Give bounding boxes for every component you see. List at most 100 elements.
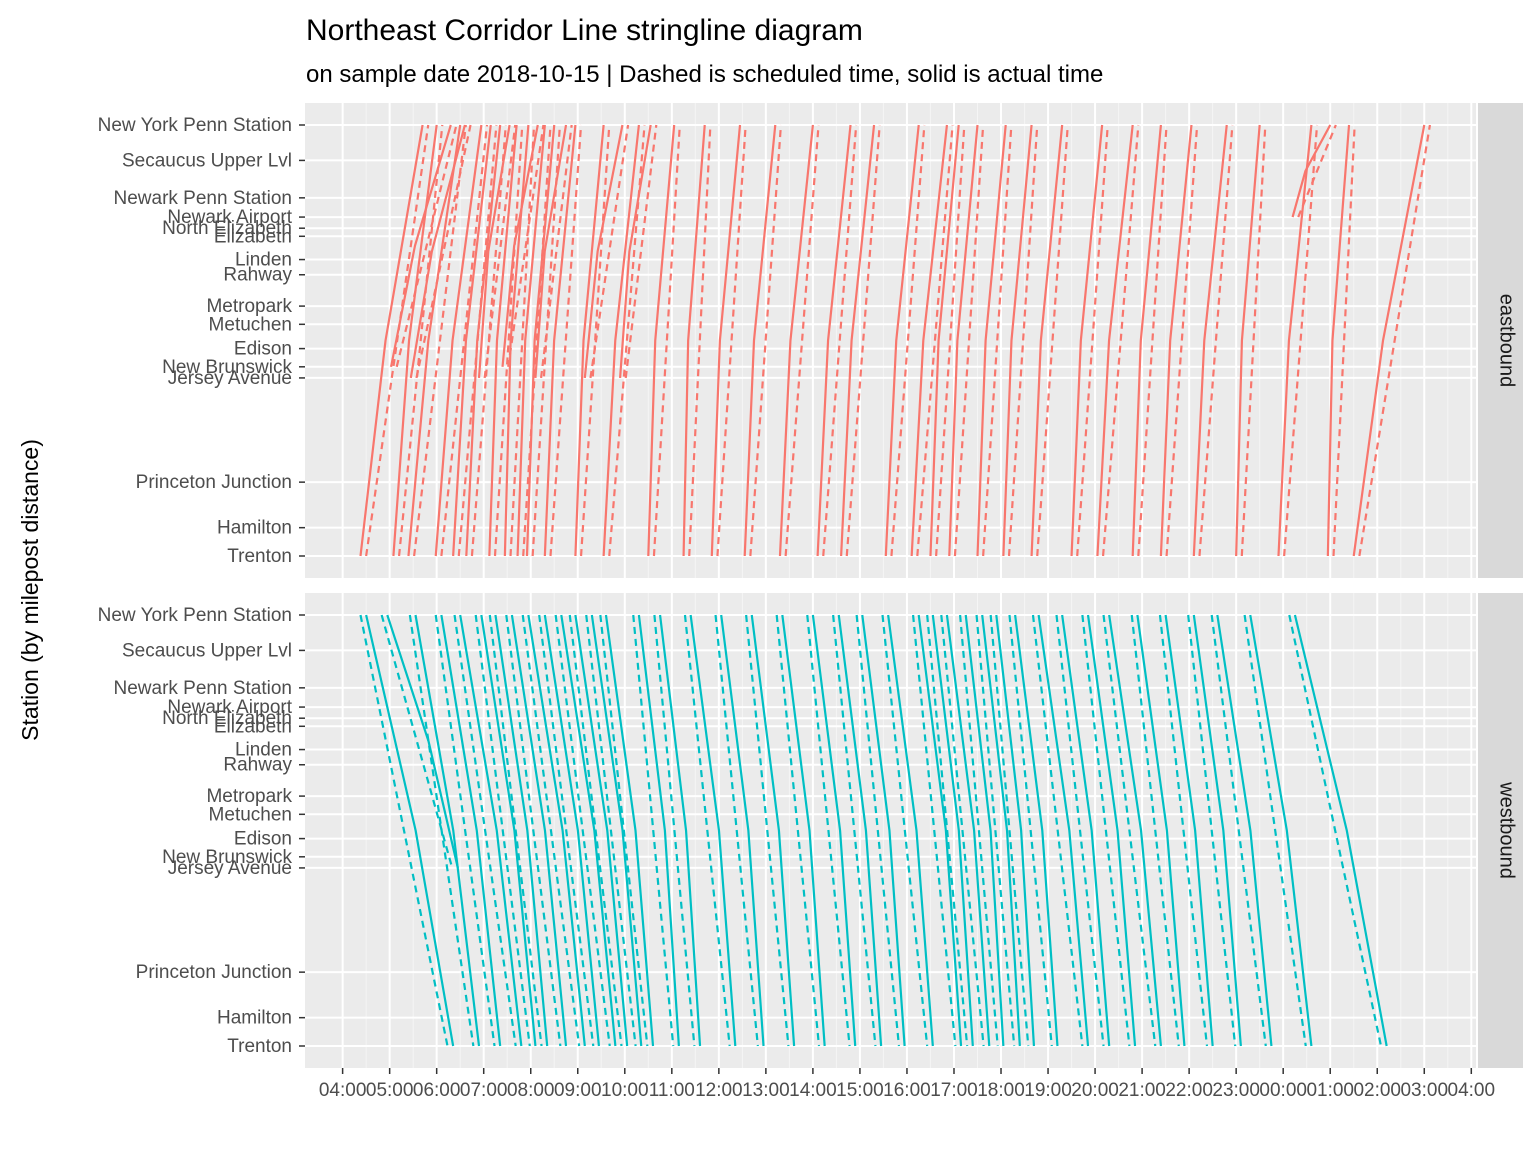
x-tick-label: 05:00 [366,1080,414,1101]
actual-trip-line [964,614,1005,1047]
actual-trip-line [1249,614,1313,1047]
actual-trip-line [948,124,979,557]
scheduled-trip-line [959,614,999,1047]
actual-trip-line [516,124,546,557]
station-label: Metropark [206,296,292,317]
scheduled-trip-line [784,124,820,557]
scheduled-trip-line [890,124,926,557]
scheduled-trip-line [1031,614,1084,1047]
scheduled-trip-line [359,614,449,1047]
actual-trip-line [710,124,742,557]
actual-trip-line [1216,614,1273,1047]
scheduled-trip-line [413,124,467,557]
chart-title: Northeast Corridor Line stringline diagr… [306,14,863,47]
scheduled-trip-line [440,124,489,557]
scheduled-trip-line [538,614,595,1047]
actual-trip-line [861,614,906,1047]
scheduled-trip-line [585,614,637,1047]
actual-trip-line [931,614,974,1047]
actual-trip-line [560,614,617,1047]
actual-trip-line [440,614,502,1047]
x-tick-label: 20:00 [1071,1080,1119,1101]
actual-trip-line [1235,124,1261,557]
panel-eastbound: New York Penn Station Secaucus Upper Lvl N… [98,103,1523,578]
station-label: Trenton [227,1036,292,1057]
actual-trip-line [534,124,568,379]
station-label: Linden [235,740,292,761]
actual-trip-line [1030,124,1064,557]
scheduled-trip-line [989,614,1030,1047]
station-label: Trenton [227,546,292,567]
station-label: New Brunswick [162,847,292,868]
scheduled-trip-line [1101,124,1140,557]
x-tick-label: 02:00 [1353,1080,1401,1101]
actual-trip-line [1061,614,1111,1047]
scheduled-trip-line [832,614,877,1047]
actual-trip-line [583,124,624,379]
scheduled-trip-line [775,614,821,1047]
scheduled-trip-line [975,614,1016,1047]
station-label: Linden [235,250,292,271]
x-tick-label: 12:00 [695,1080,743,1101]
panel-westbound: New York Penn Station Secaucus Upper Lvl N… [98,593,1523,1068]
scheduled-trip-line [434,614,496,1047]
station-label: Elizabeth [214,226,292,247]
actual-trip-line [543,124,577,557]
scheduled-trip-line [822,124,858,557]
actual-trip-line [840,124,876,557]
x-tick-label: 11:00 [649,1080,695,1101]
scheduled-trip-line [714,614,759,1047]
actual-trip-line [503,124,530,557]
actual-trip-line [1070,124,1104,557]
x-tick-label: 19:00 [1024,1080,1072,1101]
actual-trip-line [618,124,652,379]
x-tick-label: 07:00 [460,1080,508,1101]
actual-trip-line [602,124,640,557]
actual-trip-line [392,124,438,557]
scheduled-trip-line [554,614,611,1047]
station-label: Metuchen [209,314,292,335]
actual-trip-line [386,614,459,869]
actual-trip-line [465,124,502,557]
y-axis-title: Station (by milepost distance) [17,439,43,741]
actual-trip-line [359,124,424,557]
x-tick-label: 18:00 [977,1080,1025,1101]
scheduled-trip-line [568,614,623,1047]
trip-lines [359,614,1388,1047]
station-label: Edison [234,829,292,850]
scheduled-trip-line [749,124,783,557]
scheduled-trip-line [395,124,458,368]
scheduled-trip-line [1288,614,1383,1047]
actual-trip-line [1352,124,1426,557]
scheduled-trip-line [1102,614,1157,1047]
station-label: Rahway [223,755,292,776]
x-tick-label: 08:00 [507,1080,555,1101]
scheduled-trip-line [589,124,630,379]
actual-trip-line [459,614,523,1047]
scheduled-trip-line [1297,124,1337,218]
x-tick-label: 04:00 [1448,1080,1496,1101]
x-tick-label: 10:00 [601,1080,649,1101]
station-label: Newark Penn Station [114,188,293,209]
actual-trip-line [917,614,963,1047]
scheduled-trip-line [1283,124,1319,557]
actual-trip-line [1326,124,1351,557]
scheduled-trip-line [1358,124,1431,557]
x-tick-label: 21:00 [1118,1080,1166,1101]
scheduled-trip-line [507,124,545,367]
actual-trip-line [543,614,601,1047]
actual-trip-line [781,614,826,1047]
scheduled-trip-line [683,614,731,1047]
station-label: Rahway [223,265,292,286]
actual-trip-line [929,124,960,557]
scheduled-trip-line [483,124,517,379]
scheduled-trip-line [1076,124,1109,557]
scheduled-trip-line [1081,614,1131,1047]
scheduled-trip-line [453,614,517,1047]
actual-trip-line [574,124,605,557]
actual-trip-line [816,124,852,557]
actual-trip-line [811,614,857,1047]
actual-trip-line [604,614,655,1047]
actual-trip-line [743,124,777,557]
